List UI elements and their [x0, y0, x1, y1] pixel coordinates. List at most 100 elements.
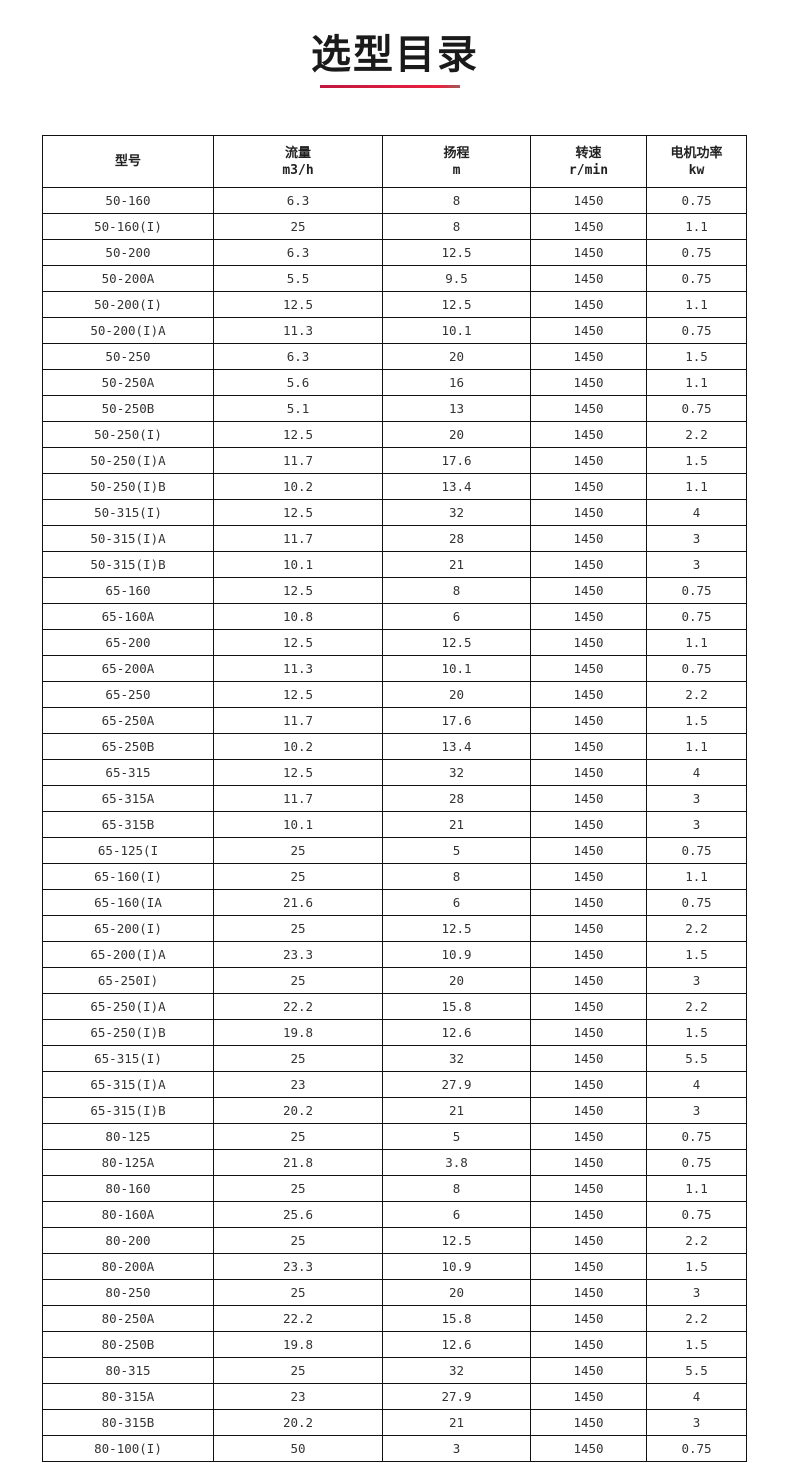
- table-row: 80-160 25 8 1450 1.1: [42, 1175, 747, 1202]
- cell-head: 21: [382, 811, 531, 838]
- cell-speed: 1450: [530, 577, 647, 604]
- cell-model: 65-250I): [42, 967, 214, 994]
- table-body: 50-160 6.3 8 1450 0.75 50-160(I) 25 8 1450 1.1 50-…: [42, 187, 747, 1462]
- cell-flow: 25: [213, 967, 383, 994]
- table-row: 65-250A 11.7 17.6 1450 1.5: [42, 707, 747, 734]
- cell-power: 1.1: [646, 863, 747, 890]
- table-row: 50-160 6.3 8 1450 0.75: [42, 187, 747, 214]
- cell-head: 12.5: [382, 915, 531, 942]
- cell-model: 65-160(IA: [42, 889, 214, 916]
- cell-head: 16: [382, 369, 531, 396]
- cell-head: 32: [382, 759, 531, 786]
- cell-power: 1.1: [646, 213, 747, 240]
- cell-flow: 11.7: [213, 785, 383, 812]
- cell-model: 50-250(I)B: [42, 473, 214, 500]
- cell-model: 50-315(I)B: [42, 551, 214, 578]
- cell-model: 80-315: [42, 1357, 214, 1384]
- cell-flow: 23.3: [213, 941, 383, 968]
- header-label: 电机功率: [670, 145, 723, 161]
- cell-head: 12.6: [382, 1019, 531, 1046]
- cell-model: 65-315(I): [42, 1045, 214, 1072]
- cell-power: 0.75: [646, 1435, 747, 1462]
- cell-power: 0.75: [646, 577, 747, 604]
- cell-model: 50-315(I)A: [42, 525, 214, 552]
- cell-flow: 22.2: [213, 1305, 383, 1332]
- cell-model: 65-315B: [42, 811, 214, 838]
- header-power: 电机功率 kw: [646, 135, 747, 188]
- cell-flow: 25: [213, 837, 383, 864]
- cell-flow: 6.3: [213, 239, 383, 266]
- table-row: 50-250(I)A 11.7 17.6 1450 1.5: [42, 447, 747, 474]
- table-row: 65-250(I)A 22.2 15.8 1450 2.2: [42, 993, 747, 1020]
- cell-model: 65-125(I: [42, 837, 214, 864]
- cell-power: 1.1: [646, 473, 747, 500]
- cell-model: 65-250: [42, 681, 214, 708]
- table-row: 80-200A 23.3 10.9 1450 1.5: [42, 1253, 747, 1280]
- table-header-row: 型号 流量 m3/h 扬程 m 转速 r/min 电机功率 kw: [42, 135, 747, 188]
- cell-speed: 1450: [530, 889, 647, 916]
- cell-head: 21: [382, 551, 531, 578]
- cell-head: 28: [382, 525, 531, 552]
- cell-model: 65-315(I)A: [42, 1071, 214, 1098]
- table-row: 50-250 6.3 20 1450 1.5: [42, 343, 747, 370]
- table-row: 65-250 12.5 20 1450 2.2: [42, 681, 747, 708]
- cell-power: 2.2: [646, 681, 747, 708]
- cell-flow: 25: [213, 1227, 383, 1254]
- cell-head: 32: [382, 1045, 531, 1072]
- cell-speed: 1450: [530, 551, 647, 578]
- table-row: 80-250B 19.8 12.6 1450 1.5: [42, 1331, 747, 1358]
- header-label: 转速: [575, 145, 602, 161]
- cell-power: 3: [646, 1279, 747, 1306]
- title-underline: [320, 85, 460, 88]
- cell-model: 80-160A: [42, 1201, 214, 1228]
- cell-head: 12.5: [382, 291, 531, 318]
- cell-power: 3: [646, 1409, 747, 1436]
- table-row: 65-315A 11.7 28 1450 3: [42, 785, 747, 812]
- cell-power: 2.2: [646, 1227, 747, 1254]
- table-row: 50-200(I) 12.5 12.5 1450 1.1: [42, 291, 747, 318]
- table-row: 80-100(I) 50 3 1450 0.75: [42, 1435, 747, 1462]
- cell-model: 50-250(I): [42, 421, 214, 448]
- table-row: 80-125A 21.8 3.8 1450 0.75: [42, 1149, 747, 1176]
- cell-model: 65-315(I)B: [42, 1097, 214, 1124]
- table-row: 65-250B 10.2 13.4 1450 1.1: [42, 733, 747, 760]
- cell-head: 6: [382, 603, 531, 630]
- cell-head: 21: [382, 1409, 531, 1436]
- cell-flow: 10.1: [213, 811, 383, 838]
- table-row: 50-315(I)B 10.1 21 1450 3: [42, 551, 747, 578]
- table-row: 65-160(I) 25 8 1450 1.1: [42, 863, 747, 890]
- cell-model: 80-160: [42, 1175, 214, 1202]
- cell-power: 1.1: [646, 369, 747, 396]
- cell-flow: 5.6: [213, 369, 383, 396]
- cell-speed: 1450: [530, 1045, 647, 1072]
- cell-speed: 1450: [530, 1097, 647, 1124]
- cell-flow: 12.5: [213, 577, 383, 604]
- cell-flow: 20.2: [213, 1097, 383, 1124]
- cell-head: 8: [382, 1175, 531, 1202]
- cell-model: 65-160: [42, 577, 214, 604]
- cell-flow: 12.5: [213, 681, 383, 708]
- cell-head: 13.4: [382, 473, 531, 500]
- cell-flow: 25: [213, 915, 383, 942]
- cell-model: 65-200: [42, 629, 214, 656]
- cell-head: 3: [382, 1435, 531, 1462]
- cell-power: 1.1: [646, 629, 747, 656]
- table-row: 80-160A 25.6 6 1450 0.75: [42, 1201, 747, 1228]
- table-row: 65-125(I 25 5 1450 0.75: [42, 837, 747, 864]
- cell-power: 1.5: [646, 1331, 747, 1358]
- header-unit: m3/h: [282, 162, 314, 178]
- cell-head: 13.4: [382, 733, 531, 760]
- cell-model: 50-315(I): [42, 499, 214, 526]
- cell-flow: 19.8: [213, 1019, 383, 1046]
- cell-power: 2.2: [646, 421, 747, 448]
- cell-model: 65-250(I)B: [42, 1019, 214, 1046]
- cell-flow: 12.5: [213, 421, 383, 448]
- cell-power: 0.75: [646, 187, 747, 214]
- cell-speed: 1450: [530, 395, 647, 422]
- table-row: 50-315(I)A 11.7 28 1450 3: [42, 525, 747, 552]
- cell-speed: 1450: [530, 1123, 647, 1150]
- cell-speed: 1450: [530, 1357, 647, 1384]
- table-row: 50-200A 5.5 9.5 1450 0.75: [42, 265, 747, 292]
- cell-head: 6: [382, 889, 531, 916]
- cell-speed: 1450: [530, 1253, 647, 1280]
